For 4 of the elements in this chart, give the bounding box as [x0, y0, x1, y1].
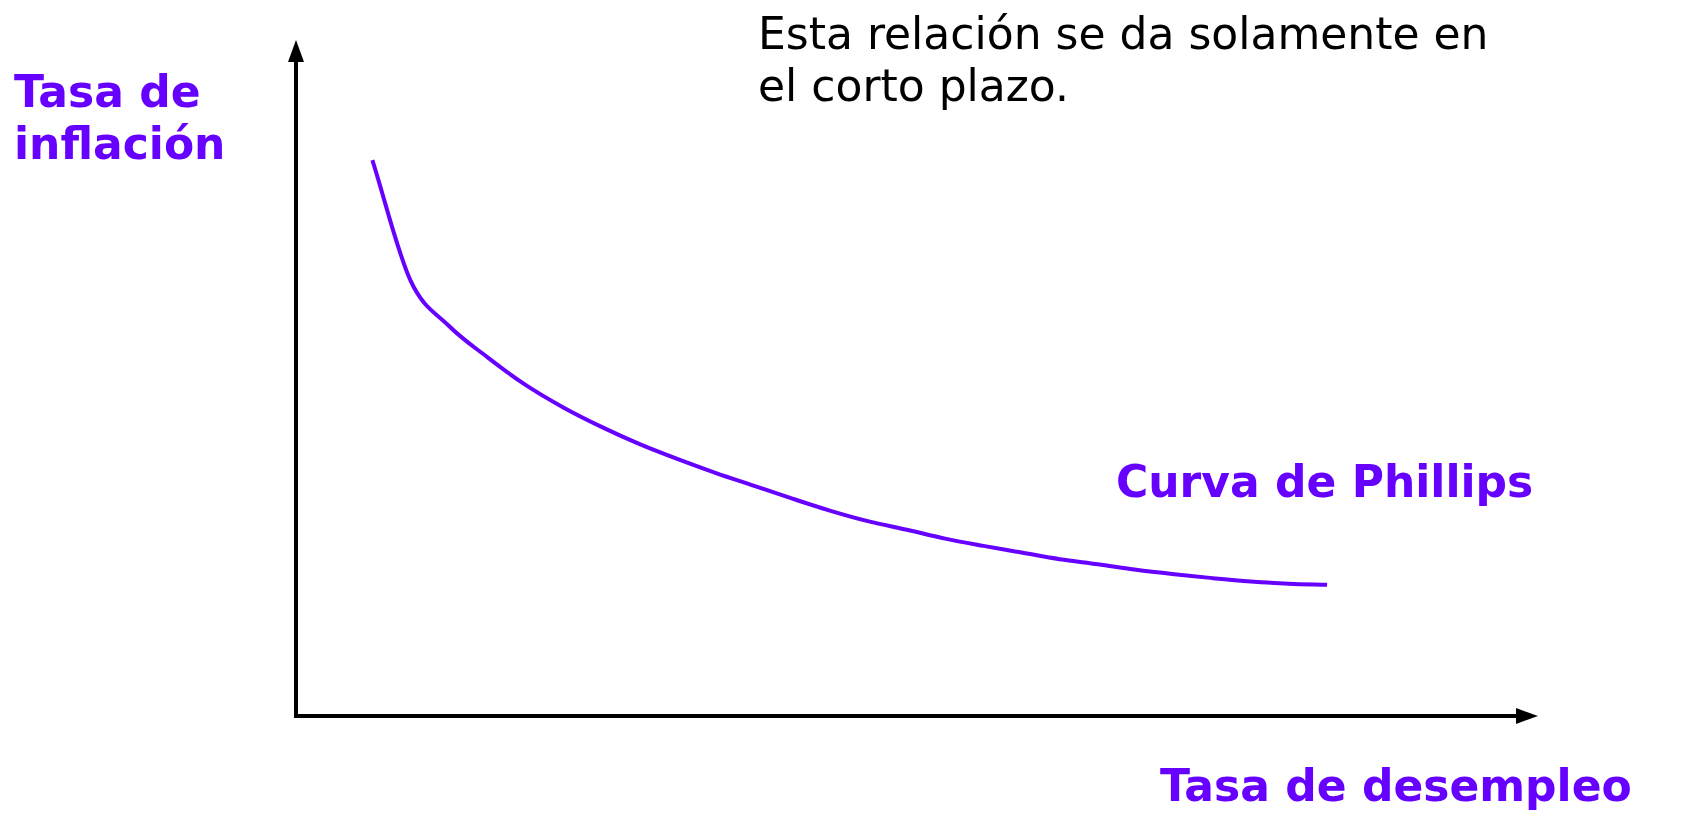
series-label: Curva de Phillips	[1116, 456, 1534, 508]
text: Esta relación se da solamente en el corto plazo.	[758, 8, 1490, 112]
x-axis-title: Tasa de desempleo	[1160, 760, 1632, 812]
y-axis-title: Tasa de inflación	[14, 66, 227, 170]
